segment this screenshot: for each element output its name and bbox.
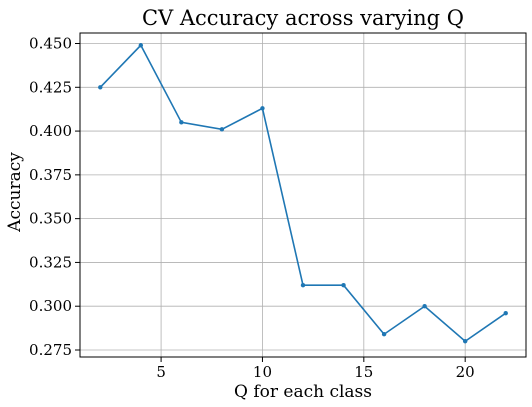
data-point <box>138 43 144 48</box>
x-tick-label: 15 <box>354 363 373 381</box>
data-point <box>341 282 346 288</box>
y-tick-label: 0.425 <box>29 78 72 96</box>
chart-title: CV Accuracy across varying Q <box>142 6 464 30</box>
y-axis-label: Accuracy <box>5 152 25 233</box>
data-point <box>503 311 508 316</box>
data-point <box>381 332 387 337</box>
y-tick-label: 0.400 <box>29 122 72 140</box>
data-point <box>260 106 265 111</box>
x-tick-label: 10 <box>253 363 272 381</box>
data-point <box>422 304 427 309</box>
data-point <box>98 85 103 90</box>
y-tick-label: 0.375 <box>29 166 72 184</box>
grid-layer <box>80 33 526 357</box>
data-point <box>219 127 225 132</box>
x-axis-label: Q for each class <box>234 382 372 402</box>
y-tick-label: 0.350 <box>29 210 72 228</box>
data-point <box>179 120 184 125</box>
series-layer <box>98 43 508 344</box>
x-tick-label: 5 <box>156 363 166 381</box>
ticks-layer: 5 10 15 20 0.275 0.300 0.325 0.350 0.375 0.400 0.4… <box>29 35 475 381</box>
plot-frame <box>79 32 527 358</box>
data-point <box>462 339 468 344</box>
y-tick-label: 0.300 <box>29 297 72 315</box>
y-tick-label: 0.325 <box>29 253 72 271</box>
y-tick-label: 0.275 <box>29 341 72 359</box>
data-point <box>300 282 306 288</box>
y-tick-label: 0.450 <box>29 35 72 53</box>
x-tick-label: 20 <box>456 363 475 381</box>
